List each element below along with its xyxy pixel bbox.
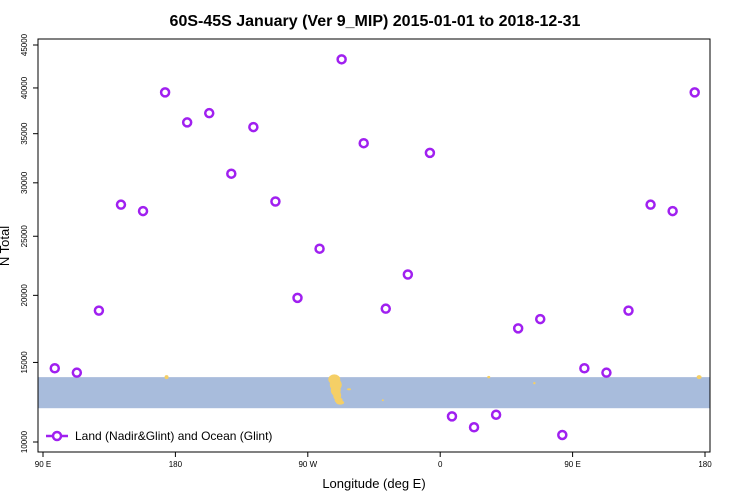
- data-point: [601, 367, 612, 378]
- chart-title: 60S-45S January (Ver 9_MIP) 2015-01-01 t…: [170, 13, 581, 30]
- plot-frame: [37, 38, 711, 453]
- data-point: [402, 269, 414, 280]
- land-patch: [336, 400, 345, 405]
- y-tick-label: 40000: [20, 76, 29, 99]
- data-point: [623, 305, 634, 316]
- data-point: [557, 429, 568, 441]
- data-point: [137, 205, 149, 217]
- data-point: [534, 313, 546, 325]
- y-axis: 10000 15000 20000 25000 30000 35000 40000 45000: [20, 33, 38, 453]
- land-patch: [533, 381, 536, 385]
- landmass-group: [164, 374, 702, 405]
- data-point: [181, 117, 193, 128]
- data-point: [336, 54, 347, 65]
- land-patch: [381, 399, 384, 402]
- data-point: [380, 303, 392, 314]
- data-point: [579, 363, 590, 374]
- y-tick-label: 25000: [20, 225, 29, 248]
- data-point: [115, 199, 127, 210]
- data-point: [203, 107, 215, 119]
- y-tick-label: 20000: [20, 284, 29, 307]
- y-axis-label: N Total: [0, 226, 12, 266]
- data-point: [468, 422, 480, 433]
- x-tick-label: 0: [438, 460, 443, 469]
- y-tick-label: 30000: [20, 171, 29, 194]
- data-point: [645, 199, 656, 210]
- land-patch: [487, 375, 491, 379]
- data-point: [248, 121, 259, 133]
- x-tick-label: 90 W: [298, 460, 317, 469]
- data-point: [226, 168, 237, 179]
- land-patch: [164, 375, 169, 380]
- y-tick-label: 10000: [20, 430, 29, 453]
- data-point: [424, 147, 436, 159]
- legend-marker: [51, 430, 63, 442]
- land-patch: [346, 388, 351, 391]
- data-point: [270, 196, 281, 207]
- data-point: [358, 137, 369, 149]
- data-point: [71, 367, 83, 378]
- data-point: [49, 363, 61, 374]
- y-tick-label: 15000: [20, 351, 29, 374]
- data-point: [512, 323, 524, 334]
- data-point: [667, 205, 678, 217]
- data-point: [446, 411, 458, 422]
- data-point: [292, 292, 303, 304]
- legend-label: Land (Nadir&Glint) and Ocean (Glint): [75, 429, 272, 443]
- x-tick-label: 90 E: [35, 460, 51, 469]
- data-point: [490, 409, 502, 420]
- x-tick-label: 180: [698, 460, 712, 469]
- data-point: [159, 87, 171, 98]
- legend: Land (Nadir&Glint) and Ocean (Glint): [46, 429, 272, 443]
- data-point: [689, 87, 700, 98]
- data-point: [314, 243, 325, 254]
- x-axis-label: Longitude (deg E): [322, 476, 425, 491]
- y-tick-label: 45000: [20, 33, 29, 56]
- x-tick-label: 90 E: [564, 460, 580, 469]
- data-band: [38, 377, 710, 409]
- y-tick-label: 35000: [20, 122, 29, 145]
- land-patch: [696, 375, 702, 380]
- x-tick-label: 180: [169, 460, 183, 469]
- data-points: [49, 54, 700, 441]
- x-axis: 90 E 180 90 W 0 90 E 180: [35, 452, 712, 469]
- data-point: [93, 305, 105, 316]
